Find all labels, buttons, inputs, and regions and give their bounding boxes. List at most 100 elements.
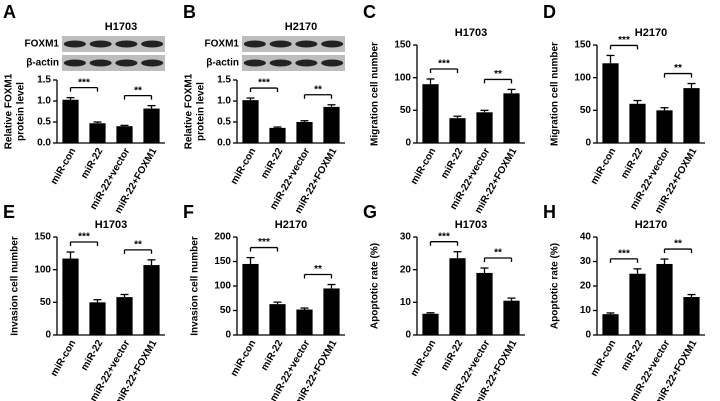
bar <box>62 99 79 143</box>
y-axis-label: Migration cell number <box>370 42 381 146</box>
y-axis-label: Apoptotic rate (%) <box>550 243 561 329</box>
y-tick-label: 0.0 <box>217 138 231 149</box>
blot-label: FOXM1 <box>205 39 240 50</box>
y-axis-label: Relative FOXM1 <box>4 73 15 149</box>
blot-band <box>269 59 292 67</box>
blot-band <box>321 40 344 48</box>
x-tick-label: miR-22 <box>79 338 105 373</box>
panel-title: H2170 <box>275 219 307 231</box>
y-axis-label: Migration cell number <box>550 42 561 146</box>
y-tick-label: 0.5 <box>37 117 51 128</box>
y-tick-label: 150 <box>394 40 411 51</box>
x-tick-label: miR-22 <box>259 146 285 181</box>
panel-label: F <box>183 202 194 222</box>
bar <box>602 63 619 143</box>
y-tick-label: 1.5 <box>37 75 51 86</box>
sig-label: ** <box>494 248 502 259</box>
bar <box>422 84 439 143</box>
sig-label: *** <box>618 35 630 46</box>
bar <box>116 297 133 335</box>
y-tick-label: 150 <box>34 232 51 243</box>
blot-strip <box>62 36 165 52</box>
blot-band <box>115 59 138 67</box>
x-tick-label: miR-con <box>49 146 79 186</box>
blot-band <box>295 40 318 48</box>
sig-label: ** <box>674 63 682 74</box>
panel-label: C <box>363 2 376 22</box>
bar <box>269 127 286 143</box>
y-tick-label: 0 <box>405 330 411 341</box>
y-tick-label: 20 <box>580 281 592 292</box>
y-tick-label: 30 <box>400 232 412 243</box>
y-tick-label: 0.0 <box>37 138 51 149</box>
blot-band <box>115 40 138 48</box>
y-tick-label: 10 <box>580 305 592 316</box>
bar <box>89 302 106 335</box>
panel-label: H <box>543 202 556 222</box>
x-tick-label: miR-con <box>589 146 619 186</box>
bar <box>62 258 79 335</box>
blot-band <box>243 40 266 48</box>
bar <box>269 304 286 335</box>
panel-title: H1703 <box>105 21 137 33</box>
bar <box>503 300 520 335</box>
bar <box>602 314 619 335</box>
bar <box>656 263 673 335</box>
blot-band <box>141 59 164 67</box>
y-axis-label: Apoptotic rate (%) <box>370 243 381 329</box>
blot-label: FOXM1 <box>25 39 60 50</box>
x-tick-label: miR-22 <box>259 338 285 373</box>
y-axis-label: protein level <box>16 82 27 141</box>
sig-label: ** <box>674 239 682 250</box>
panel-title: H1703 <box>455 27 487 39</box>
panel-title: H2170 <box>635 27 667 39</box>
x-tick-label: miR-22 <box>619 146 645 181</box>
bar <box>296 309 313 335</box>
y-tick-label: 0 <box>225 330 231 341</box>
y-tick-label: 30 <box>580 256 592 267</box>
y-tick-label: 100 <box>574 72 591 83</box>
bar <box>656 110 673 143</box>
sig-label: ** <box>314 264 322 275</box>
bar <box>242 263 259 335</box>
x-tick-label: miR-22 <box>79 146 105 181</box>
y-tick-label: 50 <box>40 297 52 308</box>
bar <box>449 258 466 335</box>
y-axis-label: Invasion cell number <box>10 236 21 336</box>
y-tick-label: 100 <box>34 264 51 275</box>
blot-strip <box>62 55 165 71</box>
y-tick-label: 0.5 <box>217 117 231 128</box>
panel-label: G <box>363 202 377 222</box>
y-tick-label: 200 <box>214 232 231 243</box>
blot-band <box>63 59 86 67</box>
blot-label: β-actin <box>26 58 59 69</box>
bar <box>323 288 340 335</box>
y-tick-label: 40 <box>580 232 592 243</box>
sig-label: ** <box>134 85 142 96</box>
y-tick-label: 0 <box>45 330 51 341</box>
panel-label: B <box>183 2 196 22</box>
bar <box>683 88 700 143</box>
bar <box>476 112 493 143</box>
panel-label: A <box>3 2 16 22</box>
y-tick-label: 50 <box>400 105 412 116</box>
blot-band <box>243 59 266 67</box>
panel-label: D <box>543 2 556 22</box>
panel-label: E <box>3 202 15 222</box>
sig-label: *** <box>78 232 90 243</box>
y-tick-label: 100 <box>214 281 231 292</box>
bar <box>629 273 646 335</box>
blot-band <box>89 40 112 48</box>
blot-band <box>141 40 164 48</box>
y-tick-label: 1.0 <box>37 96 51 107</box>
blot-band <box>321 59 344 67</box>
y-tick-label: 10 <box>400 297 412 308</box>
y-tick-label: 1.5 <box>217 75 231 86</box>
bar <box>242 100 259 143</box>
blot-band <box>89 59 112 67</box>
bar <box>422 313 439 335</box>
y-tick-label: 0 <box>585 330 591 341</box>
blot-band <box>269 40 292 48</box>
x-tick-label: miR-con <box>49 338 79 378</box>
